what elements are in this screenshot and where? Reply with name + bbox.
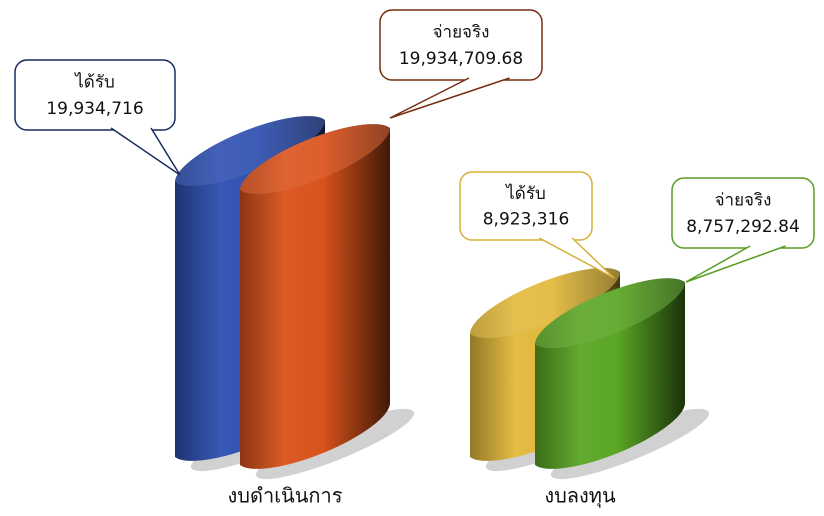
legend-label: ได้รับ (504, 183, 546, 204)
callout-tail (685, 245, 786, 283)
data-label: 19,934,716 (46, 99, 143, 119)
x-tick-label: งบลงทุน (544, 484, 616, 509)
bar-top (239, 124, 391, 194)
bar-top (174, 116, 326, 186)
data-label: 8,757,292.84 (686, 217, 800, 237)
callout-tail (110, 127, 181, 176)
callout-box (671, 177, 815, 249)
callout-tail (538, 237, 615, 279)
callout-box (14, 59, 176, 131)
data-label: 8,923,316 (483, 210, 570, 230)
legend-label: ได้รับ (73, 71, 115, 92)
legend-label: จ่ายจริง (715, 190, 772, 210)
legend-label: จ่ายจริง (433, 22, 490, 42)
bar-top (469, 267, 621, 338)
callout-box (459, 171, 593, 241)
data-label: 19,934,709.68 (399, 49, 523, 69)
x-tick-label: งบดำเนินการ (228, 484, 343, 508)
callout-tail (389, 77, 510, 119)
callout-box (379, 9, 543, 81)
bar-top (534, 278, 686, 349)
bar (239, 124, 391, 469)
